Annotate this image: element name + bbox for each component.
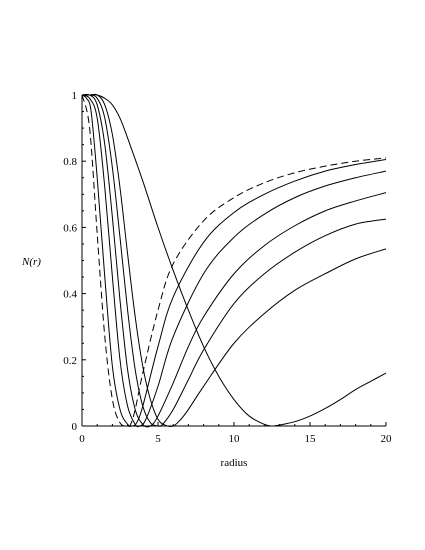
y-tick-label: 0.8: [63, 156, 77, 168]
x-tick-label: 5: [155, 433, 161, 445]
x-tick-label: 10: [229, 433, 241, 445]
y-tick-label: 1: [72, 90, 78, 102]
y-tick-label: 0.2: [63, 355, 77, 367]
series-line-6: [81, 93, 387, 428]
series-line-5: [81, 94, 387, 427]
x-tick-label: 20: [381, 433, 393, 445]
series-layer: [81, 93, 387, 428]
y-tick-label: 0: [72, 421, 78, 433]
series-line-2: [81, 94, 387, 427]
series-line-1: [81, 94, 387, 427]
y-tick-label: 0.6: [63, 222, 77, 234]
axes: 0 5 10 15 20 0 0.2 0.4 0.6 0.8 1: [63, 90, 392, 445]
x-tick-label: 0: [79, 433, 85, 445]
series-line-4: [81, 93, 387, 428]
series-line-3: [81, 94, 387, 428]
series-line-7: [81, 94, 387, 427]
x-tick-label: 15: [305, 433, 317, 445]
x-axis-label: radius: [221, 457, 248, 469]
y-tick-label: 0.4: [63, 289, 77, 301]
y-axis-label: N(r): [21, 256, 41, 268]
